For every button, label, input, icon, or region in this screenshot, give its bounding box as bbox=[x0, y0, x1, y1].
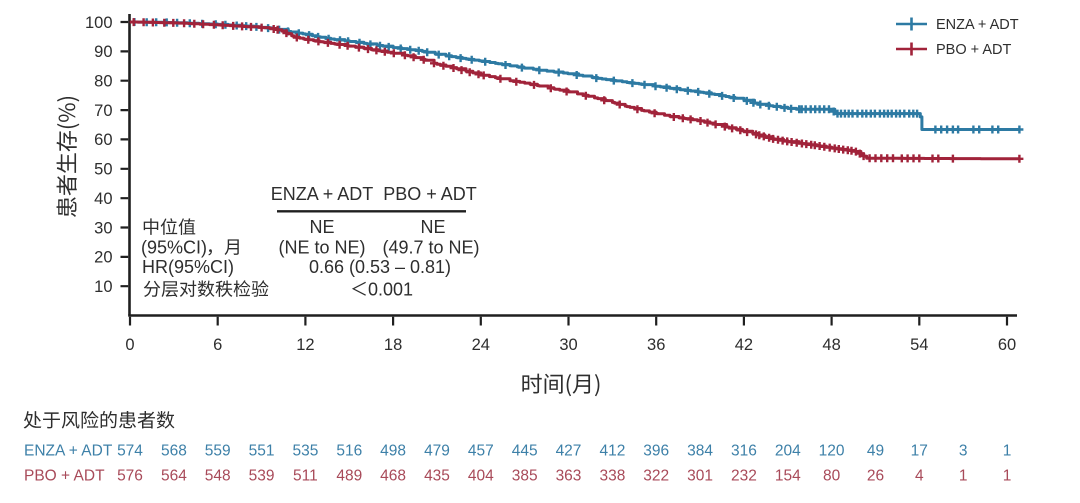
svg-text:316: 316 bbox=[731, 443, 757, 460]
svg-text:548: 548 bbox=[205, 467, 231, 484]
svg-text:539: 539 bbox=[249, 467, 275, 484]
svg-text:498: 498 bbox=[380, 443, 406, 460]
svg-text:1: 1 bbox=[1003, 443, 1012, 460]
svg-text:120: 120 bbox=[819, 443, 845, 460]
svg-text:90: 90 bbox=[94, 43, 112, 61]
svg-text:576: 576 bbox=[117, 467, 143, 484]
svg-text:1: 1 bbox=[959, 467, 968, 484]
svg-text:412: 412 bbox=[599, 443, 625, 460]
svg-text:42: 42 bbox=[735, 336, 753, 354]
svg-text:6: 6 bbox=[213, 336, 222, 354]
svg-text:60: 60 bbox=[998, 336, 1016, 354]
svg-text:NE: NE bbox=[420, 217, 445, 237]
svg-text:10: 10 bbox=[94, 278, 112, 296]
svg-text:3: 3 bbox=[959, 443, 968, 460]
svg-text:ENZA + ADT: ENZA + ADT bbox=[24, 443, 113, 460]
svg-text:80: 80 bbox=[94, 73, 112, 91]
svg-text:384: 384 bbox=[687, 443, 713, 460]
svg-text:60: 60 bbox=[94, 131, 112, 149]
svg-text:0.66 (0.53 – 0.81): 0.66 (0.53 – 0.81) bbox=[309, 257, 451, 277]
svg-text:489: 489 bbox=[336, 467, 362, 484]
svg-text:301: 301 bbox=[687, 467, 713, 484]
svg-text:204: 204 bbox=[775, 443, 801, 460]
svg-text:PBO + ADT: PBO + ADT bbox=[383, 184, 477, 204]
svg-text:48: 48 bbox=[822, 336, 840, 354]
svg-text:427: 427 bbox=[556, 443, 582, 460]
svg-text:516: 516 bbox=[336, 443, 362, 460]
svg-text:49: 49 bbox=[867, 443, 884, 460]
svg-text:396: 396 bbox=[643, 443, 669, 460]
svg-text:100: 100 bbox=[85, 14, 113, 32]
svg-text:564: 564 bbox=[161, 467, 187, 484]
svg-text:80: 80 bbox=[823, 467, 841, 484]
svg-text:PBO + ADT: PBO + ADT bbox=[24, 467, 105, 484]
svg-text:385: 385 bbox=[512, 467, 538, 484]
svg-text:445: 445 bbox=[512, 443, 538, 460]
svg-text:50: 50 bbox=[94, 161, 112, 179]
svg-text:4: 4 bbox=[915, 467, 924, 484]
svg-text:36: 36 bbox=[647, 336, 665, 354]
svg-text:12: 12 bbox=[296, 336, 314, 354]
svg-text:HR(95%CI): HR(95%CI) bbox=[142, 257, 234, 277]
svg-text:(49.7 to NE): (49.7 to NE) bbox=[382, 238, 479, 258]
svg-text:17: 17 bbox=[911, 443, 928, 460]
svg-text:363: 363 bbox=[556, 467, 582, 484]
svg-text:PBO + ADT: PBO + ADT bbox=[936, 42, 1011, 58]
svg-text:NE: NE bbox=[309, 217, 334, 237]
svg-text:322: 322 bbox=[643, 467, 669, 484]
svg-text:54: 54 bbox=[910, 336, 928, 354]
svg-text:457: 457 bbox=[468, 443, 494, 460]
svg-text:535: 535 bbox=[292, 443, 318, 460]
svg-text:30: 30 bbox=[94, 219, 112, 237]
svg-text:70: 70 bbox=[94, 102, 112, 120]
svg-text:(95%CI): (95%CI) bbox=[141, 238, 207, 258]
svg-text:435: 435 bbox=[424, 467, 450, 484]
svg-text:0: 0 bbox=[125, 336, 134, 354]
svg-text:1: 1 bbox=[1003, 467, 1012, 484]
svg-text:338: 338 bbox=[599, 467, 625, 484]
svg-text:24: 24 bbox=[472, 336, 490, 354]
svg-text:ENZA + ADT: ENZA + ADT bbox=[271, 184, 374, 204]
svg-text:559: 559 bbox=[205, 443, 231, 460]
svg-text:(NE to NE): (NE to NE) bbox=[278, 238, 365, 258]
svg-text:40: 40 bbox=[94, 190, 112, 208]
svg-text:511: 511 bbox=[293, 467, 318, 484]
svg-text:20: 20 bbox=[94, 249, 112, 267]
svg-text:568: 568 bbox=[161, 443, 187, 460]
svg-text:551: 551 bbox=[249, 443, 275, 460]
svg-text:26: 26 bbox=[867, 467, 884, 484]
svg-text:574: 574 bbox=[117, 443, 143, 460]
svg-text:18: 18 bbox=[384, 336, 402, 354]
svg-text:468: 468 bbox=[380, 467, 406, 484]
svg-text:0.001: 0.001 bbox=[368, 280, 413, 300]
svg-text:404: 404 bbox=[468, 467, 494, 484]
svg-text:ENZA + ADT: ENZA + ADT bbox=[936, 17, 1019, 33]
svg-text:30: 30 bbox=[559, 336, 577, 354]
svg-text:479: 479 bbox=[424, 443, 450, 460]
svg-text:232: 232 bbox=[731, 467, 757, 484]
svg-text:154: 154 bbox=[775, 467, 801, 484]
